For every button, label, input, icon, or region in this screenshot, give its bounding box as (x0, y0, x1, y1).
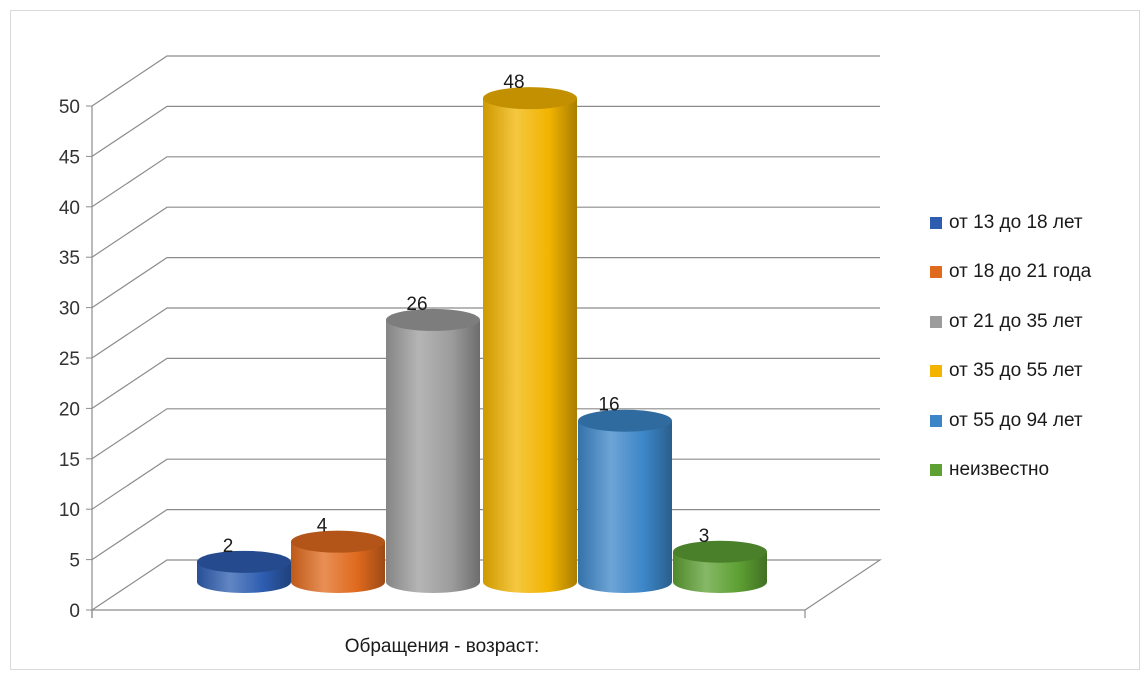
data-label: 2 (223, 536, 234, 557)
chart-walls (90, 106, 882, 618)
legend-item: неизвестно (930, 458, 1140, 483)
x-category-label: Обращения - возраст: (345, 636, 540, 657)
y-tick-label: 35 (59, 248, 80, 269)
legend-swatch (930, 266, 942, 279)
gridline (91, 105, 880, 157)
legend-swatch (930, 365, 942, 378)
data-label: 48 (503, 72, 524, 93)
gridline (91, 357, 880, 409)
y-tick-label: 40 (59, 198, 80, 219)
legend-label: от 18 до 21 года (949, 261, 1092, 283)
bar (483, 87, 577, 593)
gridline (91, 307, 880, 359)
y-tick-label: 30 (59, 299, 80, 320)
legend-item: от 35 до 55 лет (930, 359, 1140, 384)
bar-top (483, 87, 577, 110)
legend-swatch (930, 464, 942, 477)
bar (673, 540, 767, 593)
chart-legend: от 13 до 18 лет от 18 до 21 года от 21 до … (930, 210, 1140, 508)
bar-top (673, 540, 767, 563)
legend-swatch (930, 315, 942, 328)
legend-label: неизвестно (949, 459, 1050, 481)
bar-body (291, 541, 385, 593)
legend-item: от 13 до 18 лет (930, 210, 1140, 235)
gridline (91, 206, 880, 258)
y-tick-label: 45 (59, 147, 80, 168)
legend-label: от 13 до 18 лет (949, 211, 1083, 233)
legend-swatch (930, 216, 942, 229)
data-label: 3 (699, 526, 710, 547)
chart-floor (90, 559, 882, 611)
bar (291, 530, 385, 593)
bar (578, 409, 672, 593)
bar-top (386, 308, 480, 331)
y-tick-label: 50 (59, 97, 80, 118)
y-tick-label: 5 (69, 551, 80, 572)
x-axis: Обращения - возраст: (345, 636, 540, 657)
data-label: 16 (598, 395, 619, 416)
bar-top (197, 550, 291, 573)
legend-label: от 55 до 94 лет (949, 409, 1083, 431)
y-tick-label: 0 (69, 601, 80, 622)
y-axis-ticks: 0 5 10 15 20 25 30 35 40 45 50 (59, 97, 92, 622)
bar-body (386, 319, 480, 593)
gridline (91, 156, 880, 208)
gridline (91, 55, 880, 107)
gridline (91, 257, 880, 309)
legend-swatch (930, 414, 942, 427)
bar-body (673, 551, 767, 593)
legend-label: от 21 до 35 лет (949, 310, 1083, 332)
data-labels: 2 4 26 48 16 3 (223, 72, 710, 557)
bar-top (291, 530, 385, 553)
y-tick-label: 25 (59, 349, 80, 370)
bar (197, 550, 291, 593)
legend-item: от 55 до 94 лет (930, 408, 1140, 433)
gridline (91, 408, 880, 460)
legend-label: от 35 до 55 лет (949, 360, 1083, 382)
y-tick-label: 10 (59, 500, 80, 521)
y-tick-label: 20 (59, 399, 80, 420)
chart-bars (197, 87, 767, 593)
bar-body (578, 420, 672, 593)
legend-item: от 18 до 21 года (930, 260, 1140, 285)
y-tick-label: 15 (59, 450, 80, 471)
legend-item: от 21 до 35 лет (930, 309, 1140, 334)
bar (386, 308, 480, 593)
bar-body (483, 98, 577, 593)
data-label: 26 (406, 294, 427, 315)
bar-top (578, 409, 672, 432)
data-label: 4 (317, 516, 328, 537)
